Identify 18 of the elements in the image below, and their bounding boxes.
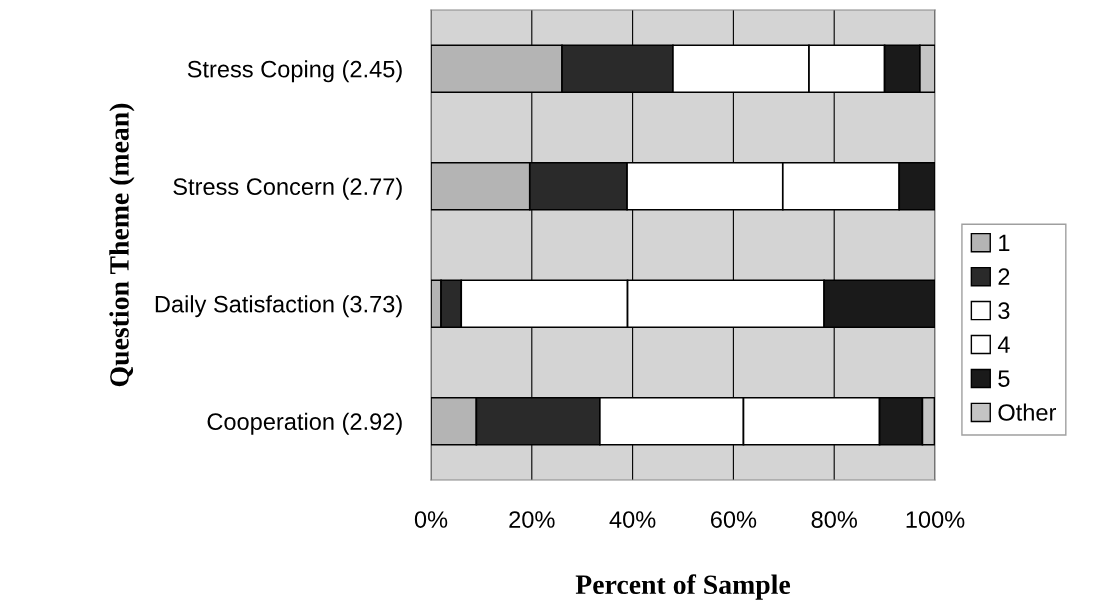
legend-label: 5 bbox=[998, 370, 1010, 387]
y-tick-label: Stress Coping (2.45) bbox=[187, 60, 402, 83]
legend-label: 4 bbox=[997, 336, 1010, 353]
legend-label: 1 bbox=[999, 234, 1010, 251]
legend-label: 2 bbox=[998, 268, 1010, 285]
x-tick-label: 20% bbox=[509, 511, 555, 528]
legend-label: 3 bbox=[998, 302, 1010, 320]
x-tick-label: 80% bbox=[811, 511, 857, 528]
legend-label: Other bbox=[998, 403, 1056, 421]
x-tick-label: 0% bbox=[414, 511, 448, 528]
y-tick-label: Stress Concern (2.77) bbox=[173, 177, 402, 200]
x-axis-title: Percent of Sample bbox=[575, 574, 791, 600]
x-tick-label: 100% bbox=[906, 511, 965, 528]
y-axis-title: Question Theme (mean) bbox=[109, 103, 135, 387]
y-tick-label: Cooperation (2.92) bbox=[207, 412, 402, 435]
x-tick-label: 60% bbox=[710, 511, 757, 528]
y-tick-label: Daily Satisfaction (3.73) bbox=[155, 295, 402, 318]
x-tick-label: 40% bbox=[609, 511, 656, 528]
